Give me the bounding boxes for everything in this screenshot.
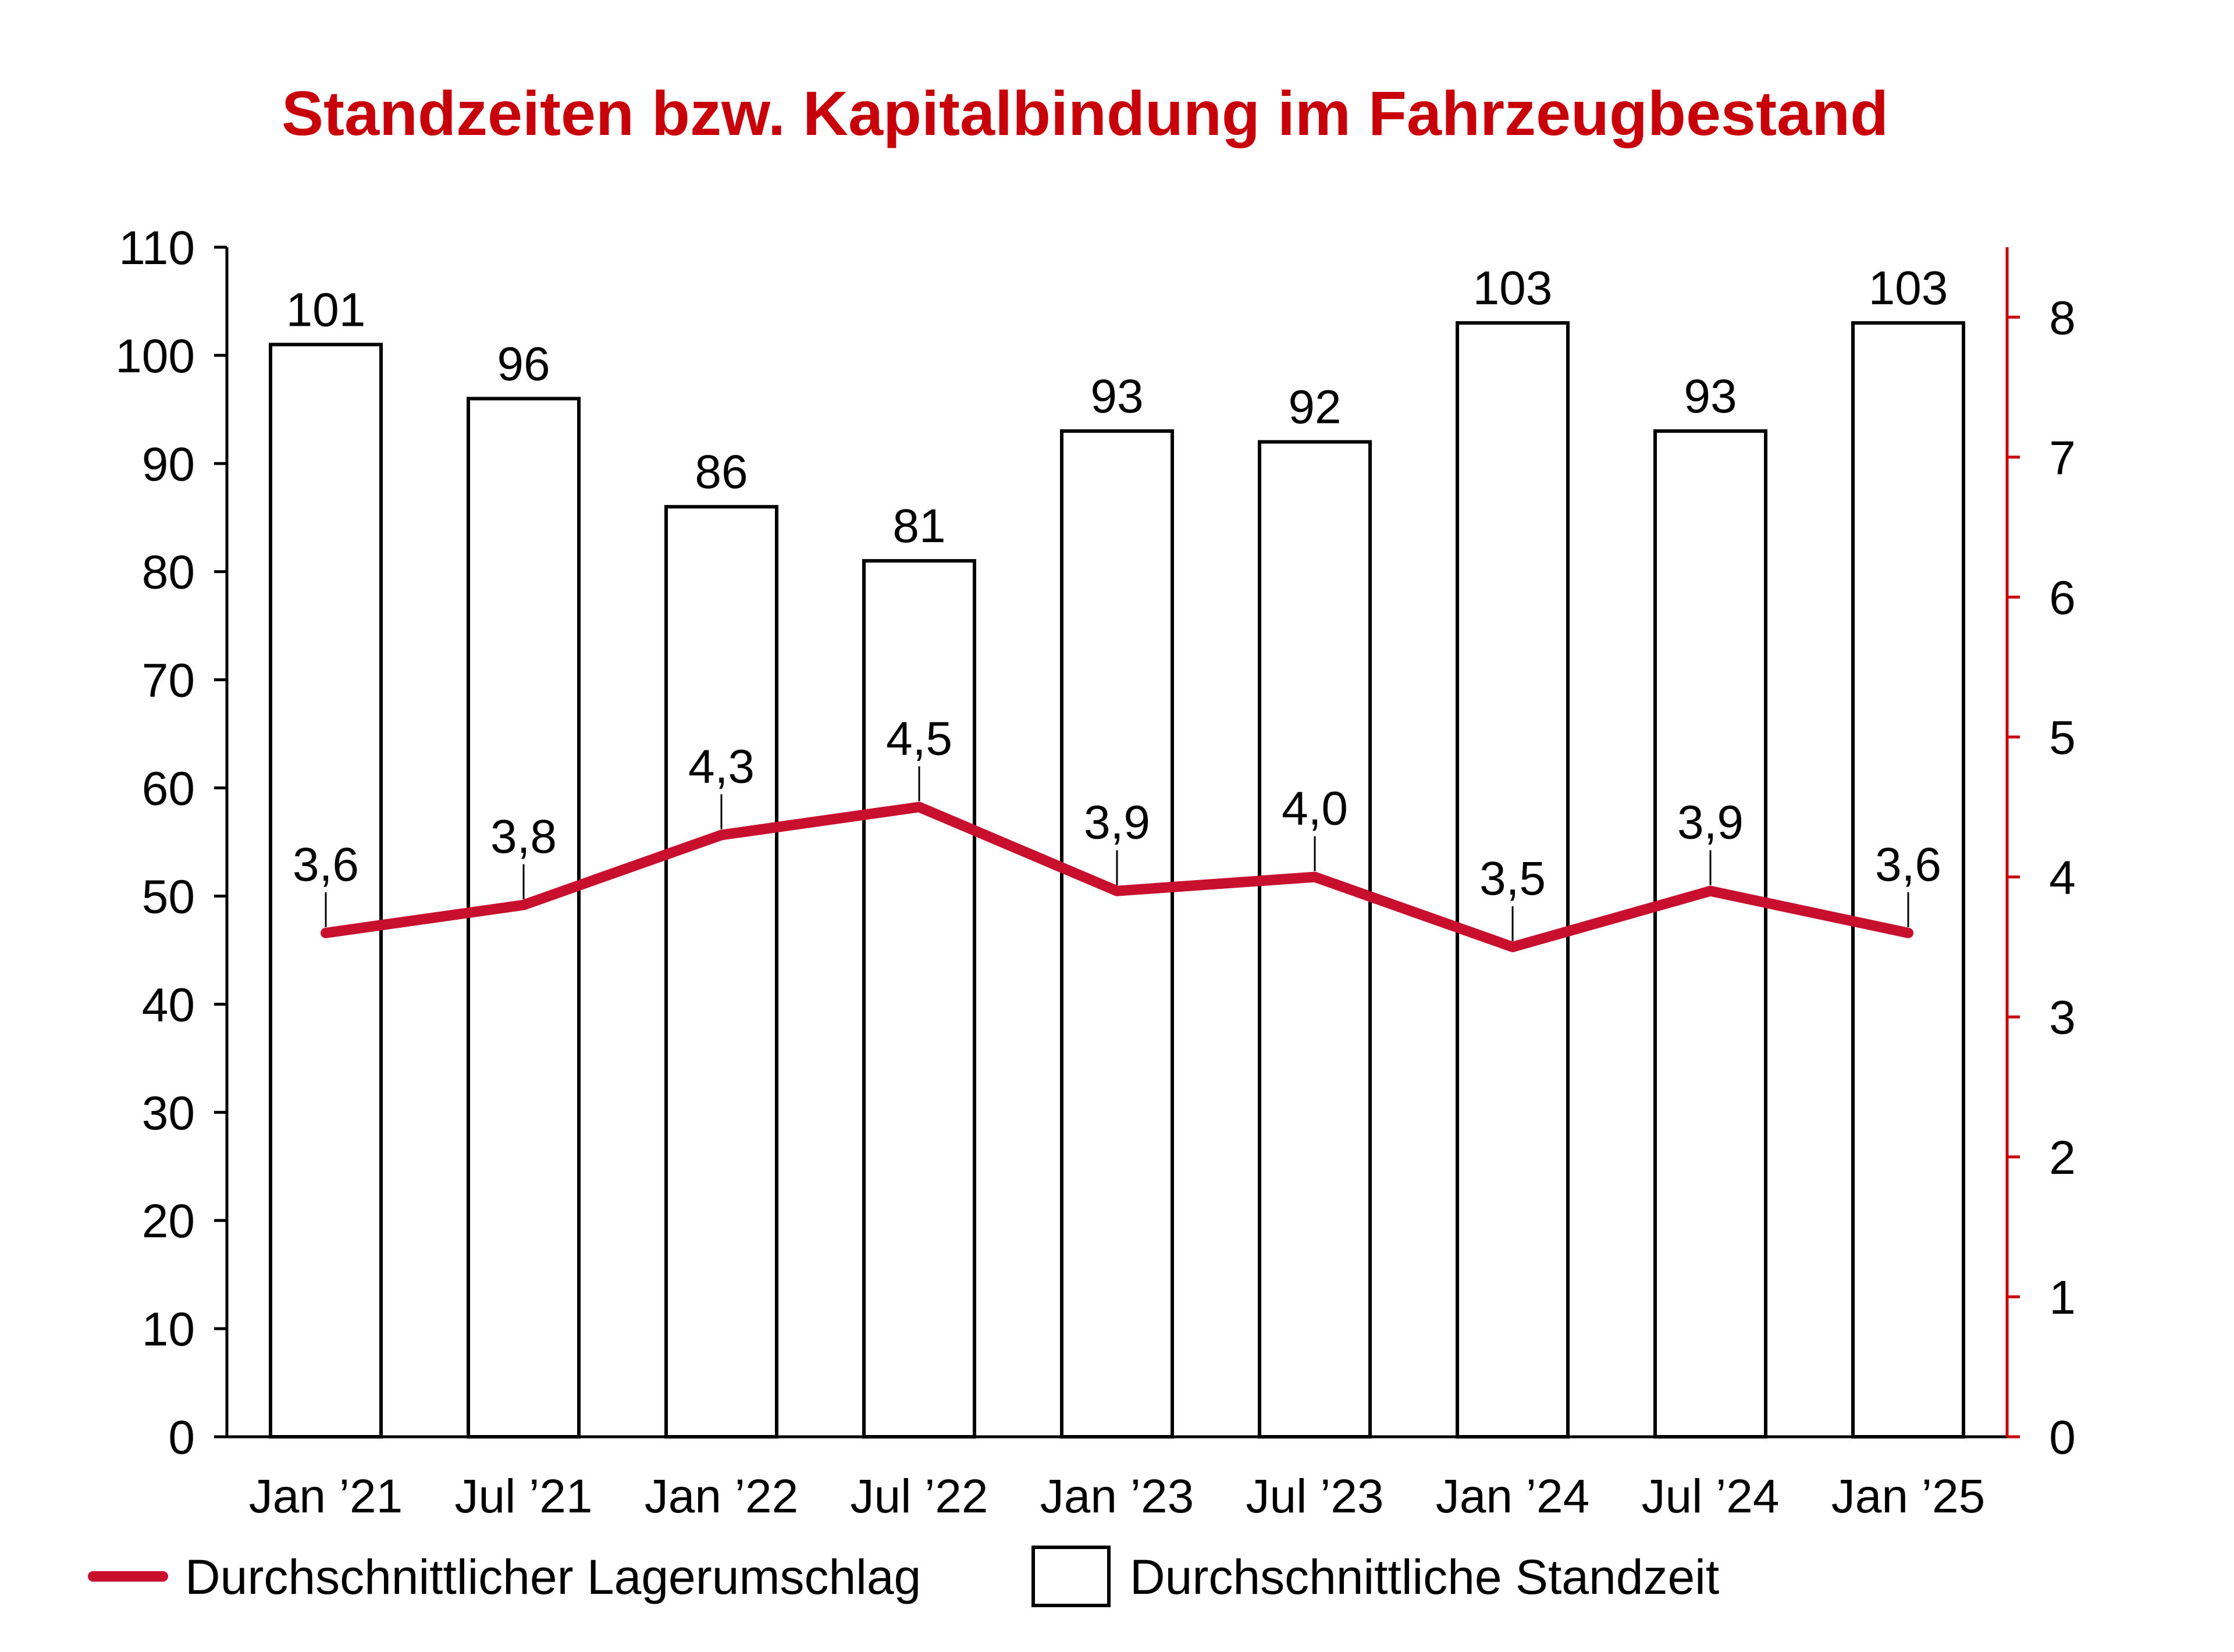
left-tick-label-1: 10 [142, 1303, 195, 1356]
left-tick-label-5: 50 [142, 870, 195, 923]
bar-3 [862, 559, 976, 1439]
x-tick-label-4: Jan ’23 [1040, 1470, 1194, 1523]
legend-bar-swatch [1031, 1546, 1111, 1607]
left-tick-label-2: 20 [142, 1195, 195, 1248]
chart-title: Standzeiten bzw. Kapitalbindung im Fahrz… [282, 78, 1888, 148]
line-value-label-2: 4,3 [688, 740, 755, 793]
bar-4 [1060, 429, 1174, 1439]
left-tick-label-4: 40 [142, 978, 195, 1031]
line-lagerumschlag [321, 802, 1913, 952]
left-tick-label-9: 90 [142, 438, 195, 491]
x-tick-label-6: Jan ’24 [1436, 1470, 1589, 1523]
x-tick-label-8: Jan ’25 [1831, 1470, 1985, 1523]
bar-0 [269, 343, 383, 1439]
right-tick-label-2: 2 [2049, 1131, 2076, 1184]
line-value-label-1: 3,8 [490, 810, 557, 863]
left-tick-label-11: 110 [119, 222, 195, 275]
bar-7 [1653, 429, 1767, 1439]
x-tick-label-5: Jul ’23 [1246, 1470, 1383, 1523]
line-value-label-3: 4,5 [886, 712, 952, 765]
line-value-label-8: 3,6 [1875, 838, 1941, 891]
bar-value-label-4: 93 [1090, 370, 1143, 423]
left-tick-label-0: 0 [168, 1411, 195, 1464]
right-tick-label-5: 5 [2049, 711, 2076, 764]
bar-value-label-5: 92 [1288, 381, 1341, 434]
bar-value-label-0: 101 [286, 283, 366, 336]
left-tick-label-7: 70 [142, 654, 195, 707]
line-layer [321, 802, 1913, 952]
bar-value-label-8: 103 [1869, 262, 1948, 315]
left-tick-label-10: 100 [115, 330, 195, 383]
bars-layer [269, 321, 1965, 1439]
bar-value-label-6: 103 [1473, 262, 1553, 315]
x-tick-label-3: Jul ’22 [850, 1470, 988, 1523]
right-tick-label-3: 3 [2049, 991, 2076, 1044]
bar-1 [467, 397, 581, 1439]
bar-2 [664, 505, 778, 1439]
left-tick-label-3: 30 [142, 1087, 195, 1140]
x-tick-label-7: Jul ’24 [1641, 1470, 1779, 1523]
labels-layer: 101 96 86 81 93 92 103 93 103 3,6 3,8 4,3 4,5 3,9 4,0 3… [286, 262, 1948, 941]
bar-value-label-7: 93 [1684, 370, 1737, 423]
line-value-label-6: 3,5 [1479, 852, 1546, 905]
left-tick-label-6: 60 [142, 763, 195, 816]
line-value-label-0: 3,6 [293, 838, 359, 891]
x-tick-label-0: Jan ’21 [249, 1470, 403, 1523]
legend: Durchschnittlicher Lagerumschlag Durchsc… [88, 1546, 1719, 1607]
right-tick-label-7: 7 [2049, 432, 2076, 485]
bar-value-label-2: 86 [695, 446, 748, 499]
bar-value-label-3: 81 [892, 500, 945, 553]
line-value-label-7: 3,9 [1677, 796, 1744, 849]
right-tick-label-4: 4 [2049, 852, 2076, 905]
legend-label-lagerumschlag: Durchschnittlicher Lagerumschlag [185, 1550, 921, 1604]
line-value-label-5: 4,0 [1282, 782, 1348, 835]
bar-value-label-1: 96 [497, 337, 550, 390]
right-tick-label-8: 8 [2049, 291, 2076, 344]
line-value-label-4: 3,9 [1084, 796, 1150, 849]
right-tick-label-6: 6 [2049, 571, 2076, 624]
x-tick-label-1: Jul ’21 [454, 1470, 592, 1523]
bar-5 [1258, 440, 1372, 1439]
left-tick-label-8: 80 [142, 546, 195, 599]
right-tick-label-0: 0 [2049, 1411, 2076, 1464]
right-tick-label-1: 1 [2049, 1271, 2076, 1324]
legend-label-standzeit: Durchschnittliche Standzeit [1130, 1550, 1719, 1604]
x-tick-label-2: Jan ’22 [645, 1470, 798, 1523]
